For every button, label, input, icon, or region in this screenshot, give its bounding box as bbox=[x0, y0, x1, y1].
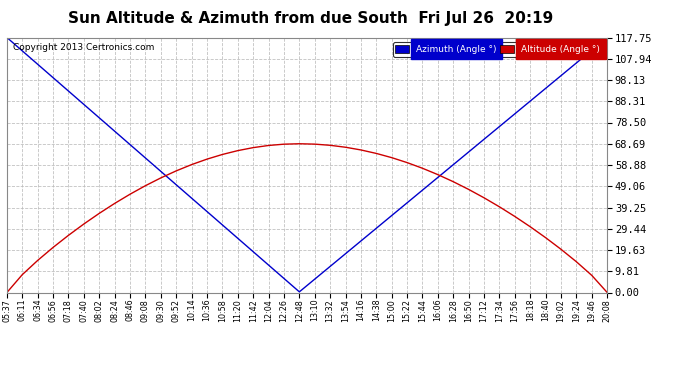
Text: Sun Altitude & Azimuth from due South  Fri Jul 26  20:19: Sun Altitude & Azimuth from due South Fr… bbox=[68, 11, 553, 26]
Legend: Azimuth (Angle °), Altitude (Angle °): Azimuth (Angle °), Altitude (Angle °) bbox=[393, 42, 602, 57]
Text: Copyright 2013 Certronics.com: Copyright 2013 Certronics.com bbox=[13, 43, 155, 52]
